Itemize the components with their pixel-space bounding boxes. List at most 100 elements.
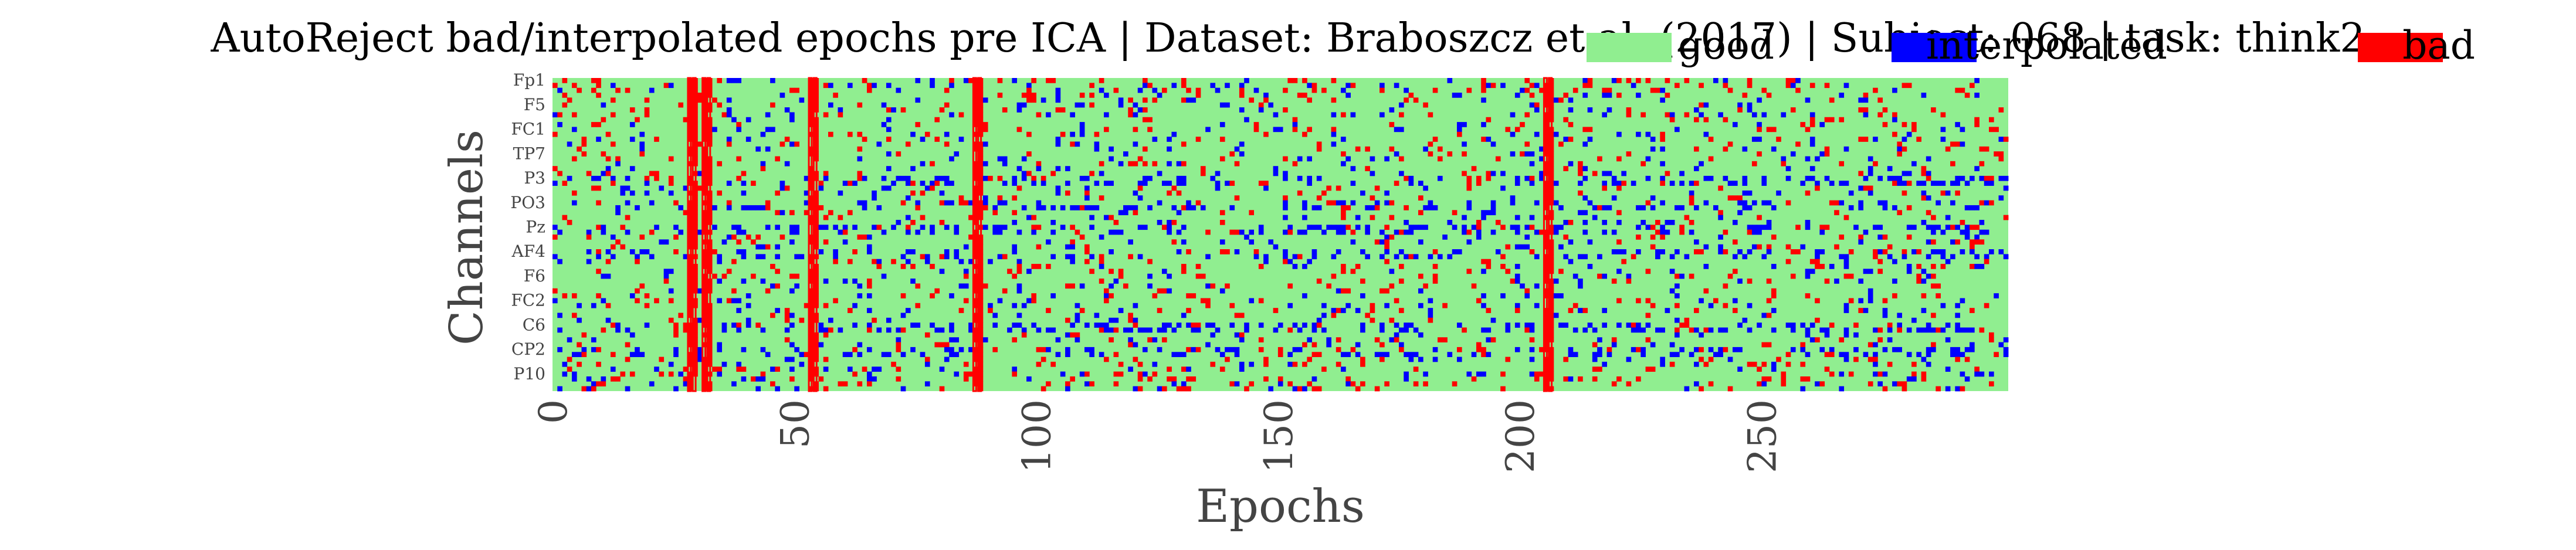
heatmap-cell-interpolated — [1964, 205, 1970, 211]
heatmap-cell-bad — [721, 273, 727, 279]
heatmap-cell-bad — [1863, 137, 1869, 142]
heatmap-cell-interpolated — [1694, 361, 1699, 367]
heatmap-cell-interpolated — [823, 175, 829, 181]
heatmap-cell-bad — [1399, 112, 1404, 118]
heatmap-cell-interpolated — [1012, 175, 1018, 181]
heatmap-cell-bad — [1984, 146, 1989, 152]
heatmap-cell-interpolated — [629, 332, 635, 338]
heatmap-cell-bad — [1399, 308, 1404, 313]
heatmap-cell-bad — [1829, 97, 1835, 103]
heatmap-cell-bad — [635, 259, 640, 264]
heatmap-cell-bad — [1176, 190, 1182, 196]
heatmap-cell-bad — [1481, 83, 1486, 89]
heatmap-cell-bad — [857, 175, 863, 181]
heatmap-cell-interpolated — [1505, 322, 1511, 328]
heatmap-cell-interpolated — [1897, 347, 1902, 352]
heatmap-cell-interpolated — [736, 78, 741, 83]
heatmap-cell-bad — [654, 137, 659, 142]
heatmap-cell-interpolated — [1665, 308, 1670, 313]
heatmap-cell-interpolated — [765, 225, 771, 230]
heatmap-cell-interpolated — [1809, 337, 1815, 342]
heatmap-cell-interpolated — [1428, 313, 1433, 318]
heatmap-cell-interpolated — [571, 127, 577, 133]
heatmap-cell-interpolated — [794, 229, 799, 235]
heatmap-cell-bad — [1636, 78, 1641, 83]
heatmap-cell-bad — [924, 357, 930, 362]
heatmap-cell-interpolated — [731, 117, 737, 123]
heatmap-cell-interpolated — [1747, 190, 1753, 196]
heatmap-cell-bad — [1839, 161, 1845, 167]
heatmap-cell-interpolated — [1104, 322, 1109, 328]
heatmap-cell-bad — [1998, 151, 2004, 157]
heatmap-cell-interpolated — [1751, 112, 1757, 118]
heatmap-cell-bad — [1931, 313, 1936, 318]
heatmap-cell-bad — [1089, 83, 1094, 89]
heatmap-cell-bad — [562, 181, 568, 186]
heatmap-cell-bad — [1341, 269, 1346, 274]
heatmap-cell-interpolated — [1931, 225, 1936, 230]
heatmap-cell-interpolated — [1578, 181, 1583, 186]
heatmap-cell-bad — [1229, 151, 1235, 157]
heatmap-cell-interpolated — [1084, 381, 1090, 387]
heatmap-cell-interpolated — [872, 376, 877, 382]
heatmap-cell-bad — [920, 190, 926, 196]
heatmap-cell-interpolated — [963, 283, 969, 289]
heatmap-cell-interpolated — [1926, 361, 1931, 367]
heatmap-cell-bad — [1084, 259, 1090, 264]
heatmap-cell-bad — [1626, 78, 1632, 83]
heatmap-cell-interpolated — [794, 347, 799, 352]
heatmap-cell-bad — [1360, 361, 1365, 367]
heatmap-cell-bad — [1911, 361, 1917, 367]
heatmap-cell-interpolated — [1945, 190, 1951, 196]
heatmap-cell-interpolated — [1553, 293, 1559, 298]
heatmap-cell-interpolated — [1950, 352, 1955, 357]
heatmap-cell-bad — [1394, 298, 1399, 304]
heatmap-cell-interpolated — [557, 259, 562, 264]
heatmap-cell-interpolated — [610, 235, 616, 240]
heatmap-cell-interpolated — [1563, 219, 1569, 225]
heatmap-cell-bad — [1384, 225, 1389, 230]
heatmap-cell-bad — [1621, 181, 1626, 186]
heatmap-cell-bad — [1916, 264, 1921, 269]
heatmap-cell-bad — [1800, 361, 1806, 367]
heatmap-cell-interpolated — [1751, 137, 1757, 142]
heatmap-cell-bad — [586, 171, 592, 176]
heatmap-cell-interpolated — [789, 225, 795, 230]
heatmap-cell-interpolated — [1258, 322, 1264, 328]
heatmap-cell-bad — [1790, 273, 1796, 279]
heatmap-cell-interpolated — [1490, 141, 1496, 147]
heatmap-cell-bad — [784, 308, 790, 313]
heatmap-cell-interpolated — [1026, 83, 1032, 89]
heatmap-cell-interpolated — [1998, 195, 2004, 201]
heatmap-cell-interpolated — [949, 322, 954, 328]
heatmap-cell-bad — [1916, 137, 1921, 142]
heatmap-cell-interpolated — [944, 200, 950, 206]
heatmap-cell-interpolated — [852, 225, 857, 230]
heatmap-cell-interpolated — [1761, 175, 1767, 181]
heatmap-cell-bad — [1133, 322, 1138, 328]
x-tick-label: 200 — [1498, 399, 1543, 473]
heatmap-cell-interpolated — [1689, 190, 1694, 196]
heatmap-cell-interpolated — [1582, 175, 1588, 181]
heatmap-cell-bad — [1234, 195, 1240, 201]
heatmap-cell-bad — [765, 200, 771, 206]
heatmap-cell-interpolated — [799, 361, 805, 367]
heatmap-cell-bad — [1147, 337, 1153, 342]
y-tick-label: PO3 — [510, 193, 545, 212]
heatmap-cell-interpolated — [1974, 235, 1980, 240]
heatmap-cell-interpolated — [1989, 371, 1994, 377]
heatmap-cell-bad — [1839, 235, 1845, 240]
heatmap-cell-interpolated — [920, 137, 926, 142]
heatmap-cell-bad — [886, 107, 892, 113]
heatmap-cell-bad — [712, 249, 717, 254]
heatmap-cell-bad — [1616, 78, 1622, 83]
heatmap-cell-bad — [823, 83, 829, 89]
heatmap-cell-bad — [596, 293, 601, 298]
heatmap-cell-interpolated — [1945, 366, 1951, 372]
heatmap-cell-interpolated — [1979, 219, 1985, 225]
heatmap-cell-bad — [1490, 337, 1496, 342]
heatmap-cell-interpolated — [784, 357, 790, 362]
heatmap-cell-interpolated — [553, 254, 558, 260]
heatmap-cell-interpolated — [1094, 141, 1100, 147]
heatmap-cell-interpolated — [1055, 137, 1061, 142]
